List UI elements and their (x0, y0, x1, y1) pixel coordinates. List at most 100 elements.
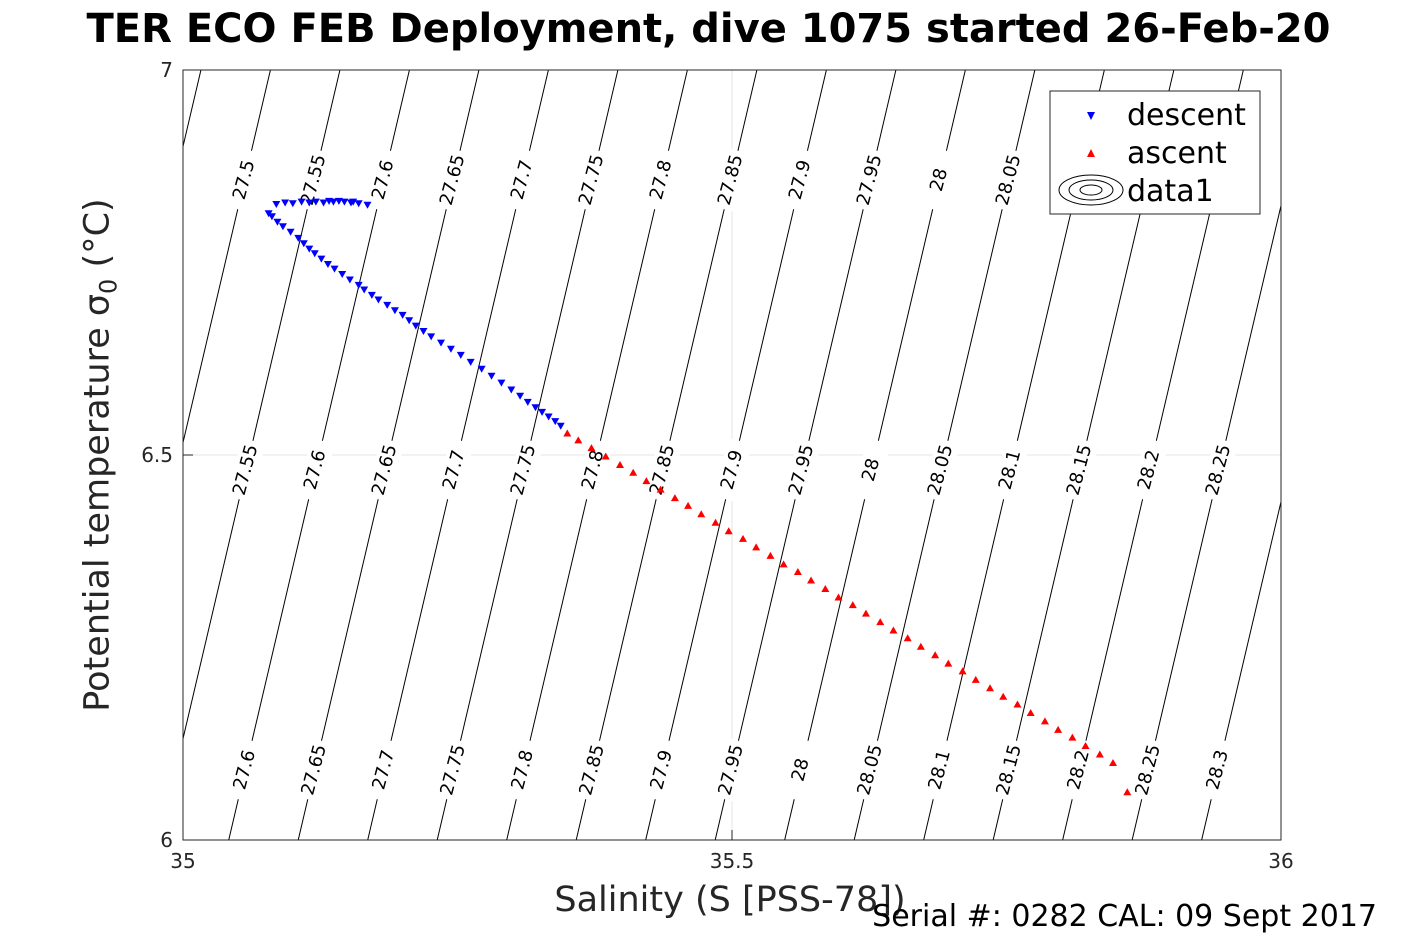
descent-point (437, 339, 446, 347)
descent-point (323, 261, 332, 269)
contour-label-bg (920, 737, 960, 803)
ascent-point (986, 684, 995, 692)
ascent-point (958, 667, 967, 675)
descent-point (446, 345, 455, 353)
descent-point (383, 301, 392, 309)
ascent-point (1123, 788, 1132, 796)
ascent-point (848, 601, 857, 609)
contour-label-bg (225, 147, 264, 213)
footer-serial-cal: Serial #: 0282 CAL: 09 Sept 2017 (872, 899, 1377, 934)
ascent-point (629, 468, 638, 476)
axis-ticks: 35 35.5 36 6 6.5 7 (141, 58, 1294, 873)
ascent-point (711, 518, 720, 526)
ascent-point (903, 634, 912, 642)
contour-label-bg (852, 437, 891, 503)
ascent-point (944, 659, 953, 667)
contour-label-bg (781, 737, 821, 803)
contour-label-bg (433, 147, 473, 213)
ascent-point (999, 692, 1008, 700)
contour-label-bg (781, 147, 820, 213)
contour-label-bg (365, 437, 405, 503)
descent-point (531, 404, 540, 412)
ascent-point (1081, 742, 1090, 750)
ascent-point (793, 568, 802, 576)
ascent-point (684, 501, 693, 509)
descent-point (507, 386, 516, 394)
descent-point (305, 245, 314, 253)
descent-point (299, 240, 308, 248)
descent-point (538, 408, 547, 416)
ascent-point (766, 551, 775, 559)
descent-point (338, 271, 347, 279)
y-tick-label: 6.5 (141, 443, 173, 467)
contour-label-bg (643, 437, 683, 503)
x-tick-label: 35 (170, 849, 195, 873)
ascent-point (1109, 759, 1118, 766)
descent-point (267, 213, 276, 221)
ascent-point (1040, 717, 1049, 725)
descent-point (281, 199, 290, 207)
descent-point (346, 199, 355, 207)
legend-label-data1: data1 (1127, 174, 1214, 209)
ascent-point (834, 593, 843, 601)
descent-point (294, 234, 303, 242)
x-tick-label: 35.5 (710, 849, 755, 873)
ascent-point (616, 461, 625, 469)
contour-labels: 27.5 27.55 27.6 27.65 27.7 27.75 27.8 27.85 27.9… (225, 147, 1239, 803)
contour-label-bg (1060, 437, 1100, 503)
ascent-point (1013, 700, 1022, 708)
contour-label: 27.5 (229, 158, 260, 202)
ascent-point (642, 477, 651, 485)
ascent-point (574, 436, 583, 444)
ascent-point (563, 429, 572, 437)
ascent-point (779, 560, 788, 568)
descent-point (556, 422, 565, 430)
descent-point (297, 198, 306, 206)
contour-label: 28.1 (995, 448, 1026, 492)
contour-label-bg (991, 437, 1030, 503)
contour-label-bg (503, 737, 543, 803)
descent-point (405, 317, 414, 325)
contour-label: 28.1 (924, 748, 955, 792)
contour-label: 27.9 (646, 748, 677, 792)
contour-label: 27.8 (578, 448, 609, 492)
contour-label-bg (435, 437, 474, 503)
ascent-point (697, 510, 706, 518)
descent-point (288, 200, 297, 208)
contour-label-bg (711, 147, 751, 213)
descent-point (456, 351, 465, 359)
ascent-point (656, 485, 665, 493)
legend[interactable]: descent ascent data1 (1049, 90, 1261, 215)
descent-point (340, 198, 349, 206)
descent-point (360, 286, 369, 294)
y-tick-label: 6 (160, 828, 173, 852)
contour-label: 27.6 (229, 748, 260, 792)
descent-point (523, 398, 532, 406)
contour-line (1201, 499, 1281, 840)
descent-point (272, 200, 281, 208)
contour-label-bg (782, 437, 822, 503)
ascent-point (821, 584, 830, 592)
ascent-point (724, 527, 733, 535)
legend-label-descent: descent (1127, 98, 1246, 133)
ascent-point (1054, 725, 1063, 733)
descent-point (363, 201, 372, 209)
ascent-point (587, 444, 596, 452)
descent-point (427, 333, 436, 341)
contour-label-bg (989, 147, 1029, 213)
contour-label-bg (574, 437, 613, 503)
descent-point (487, 372, 496, 380)
x-tick-label: 36 (1268, 849, 1293, 873)
contour-label: 27.7 (368, 748, 399, 792)
ascent-point (1095, 750, 1104, 758)
contour-label-bg (226, 437, 266, 503)
descent-legend-marker (1087, 112, 1095, 120)
contour-label: 28.2 (1063, 748, 1094, 792)
contour-legend-icon (1058, 174, 1124, 206)
descent-point (319, 199, 328, 207)
descent-point (311, 198, 320, 206)
descent-point (367, 291, 376, 299)
contour-label-bg (225, 737, 265, 803)
contour-label-bg (503, 147, 542, 213)
contour-label: 27.6 (300, 448, 331, 492)
